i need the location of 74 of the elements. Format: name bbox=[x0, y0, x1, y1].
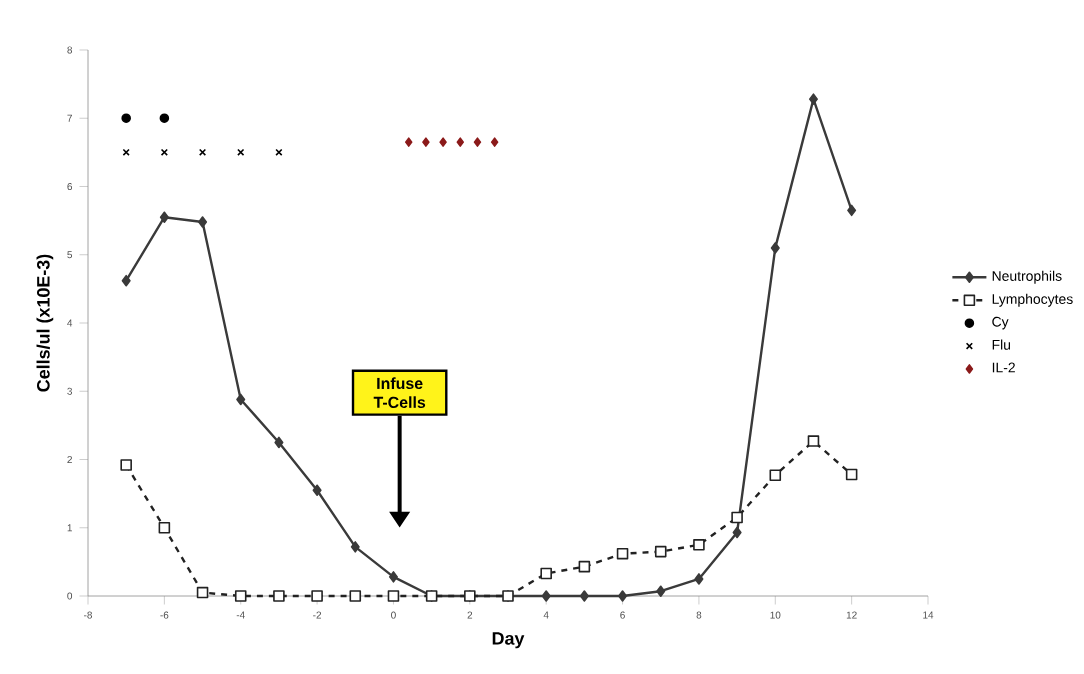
point bbox=[312, 484, 322, 496]
point bbox=[656, 585, 666, 597]
point bbox=[158, 521, 171, 534]
y-tick-label: 3 bbox=[67, 387, 73, 395]
x-tick-label: -8 bbox=[84, 611, 93, 619]
y-tick-label: 6 bbox=[67, 182, 73, 191]
point bbox=[121, 113, 131, 124]
point bbox=[847, 204, 857, 217]
point bbox=[540, 567, 552, 580]
point bbox=[350, 541, 360, 553]
legend-label: Cy bbox=[992, 316, 1009, 330]
legend-label: IL-2 bbox=[992, 362, 1015, 373]
x-tick-label: 12 bbox=[846, 611, 857, 619]
point bbox=[160, 148, 168, 156]
point bbox=[616, 547, 629, 560]
point bbox=[732, 526, 742, 539]
point bbox=[578, 560, 591, 573]
point bbox=[456, 137, 465, 147]
point bbox=[159, 211, 169, 223]
point bbox=[311, 590, 323, 602]
point bbox=[770, 242, 780, 254]
legend-label: Neutrophils bbox=[992, 270, 1062, 284]
point bbox=[121, 274, 131, 287]
point bbox=[159, 113, 170, 124]
point bbox=[120, 459, 132, 471]
point bbox=[618, 590, 628, 602]
point bbox=[198, 216, 208, 228]
x-tick-label: -6 bbox=[160, 611, 169, 619]
point bbox=[387, 590, 400, 602]
y-tick-label: 2 bbox=[67, 456, 72, 463]
point bbox=[693, 539, 705, 551]
point bbox=[654, 545, 667, 558]
point bbox=[388, 571, 398, 583]
x-tick-label: 4 bbox=[543, 611, 549, 619]
point bbox=[473, 137, 482, 147]
legend-label: Lymphocytes bbox=[992, 293, 1073, 307]
point bbox=[490, 137, 499, 147]
point bbox=[273, 590, 285, 602]
x-tick-label: 14 bbox=[923, 611, 934, 619]
point bbox=[234, 590, 247, 602]
point bbox=[579, 590, 589, 602]
point bbox=[845, 468, 858, 481]
x-tick-label: 8 bbox=[696, 611, 702, 619]
annotation: Infuse T-Cells bbox=[373, 377, 426, 408]
point bbox=[769, 469, 782, 481]
point bbox=[404, 137, 413, 147]
point bbox=[541, 590, 551, 602]
point bbox=[807, 435, 820, 447]
point bbox=[422, 137, 430, 147]
x-tick-label: -2 bbox=[313, 611, 322, 619]
point bbox=[731, 511, 743, 524]
point bbox=[349, 590, 362, 602]
y-tick-label: 1 bbox=[67, 524, 72, 532]
x-tick-label: 0 bbox=[391, 611, 396, 619]
point bbox=[198, 148, 207, 156]
x-tick-label: 2 bbox=[467, 611, 473, 619]
x-tick-label: 6 bbox=[620, 611, 625, 619]
x-tick-label: 10 bbox=[770, 611, 781, 619]
point bbox=[196, 586, 209, 599]
legend-label: Flu bbox=[992, 339, 1011, 350]
y-tick-label: 0 bbox=[67, 592, 73, 600]
point bbox=[236, 393, 246, 406]
point bbox=[439, 137, 447, 147]
x-tick-label: -4 bbox=[236, 611, 245, 619]
y-tick-label: 8 bbox=[67, 46, 73, 54]
y-axis-title: Cells/ul (x10E-3) bbox=[36, 254, 54, 392]
y-tick-label: 4 bbox=[67, 319, 73, 327]
point bbox=[237, 148, 245, 156]
y-tick-label: 7 bbox=[67, 114, 72, 122]
y-tick-label: 5 bbox=[67, 251, 73, 259]
point bbox=[274, 436, 284, 449]
point bbox=[694, 573, 704, 585]
point bbox=[808, 93, 818, 105]
x-axis-title: Day bbox=[492, 632, 525, 649]
